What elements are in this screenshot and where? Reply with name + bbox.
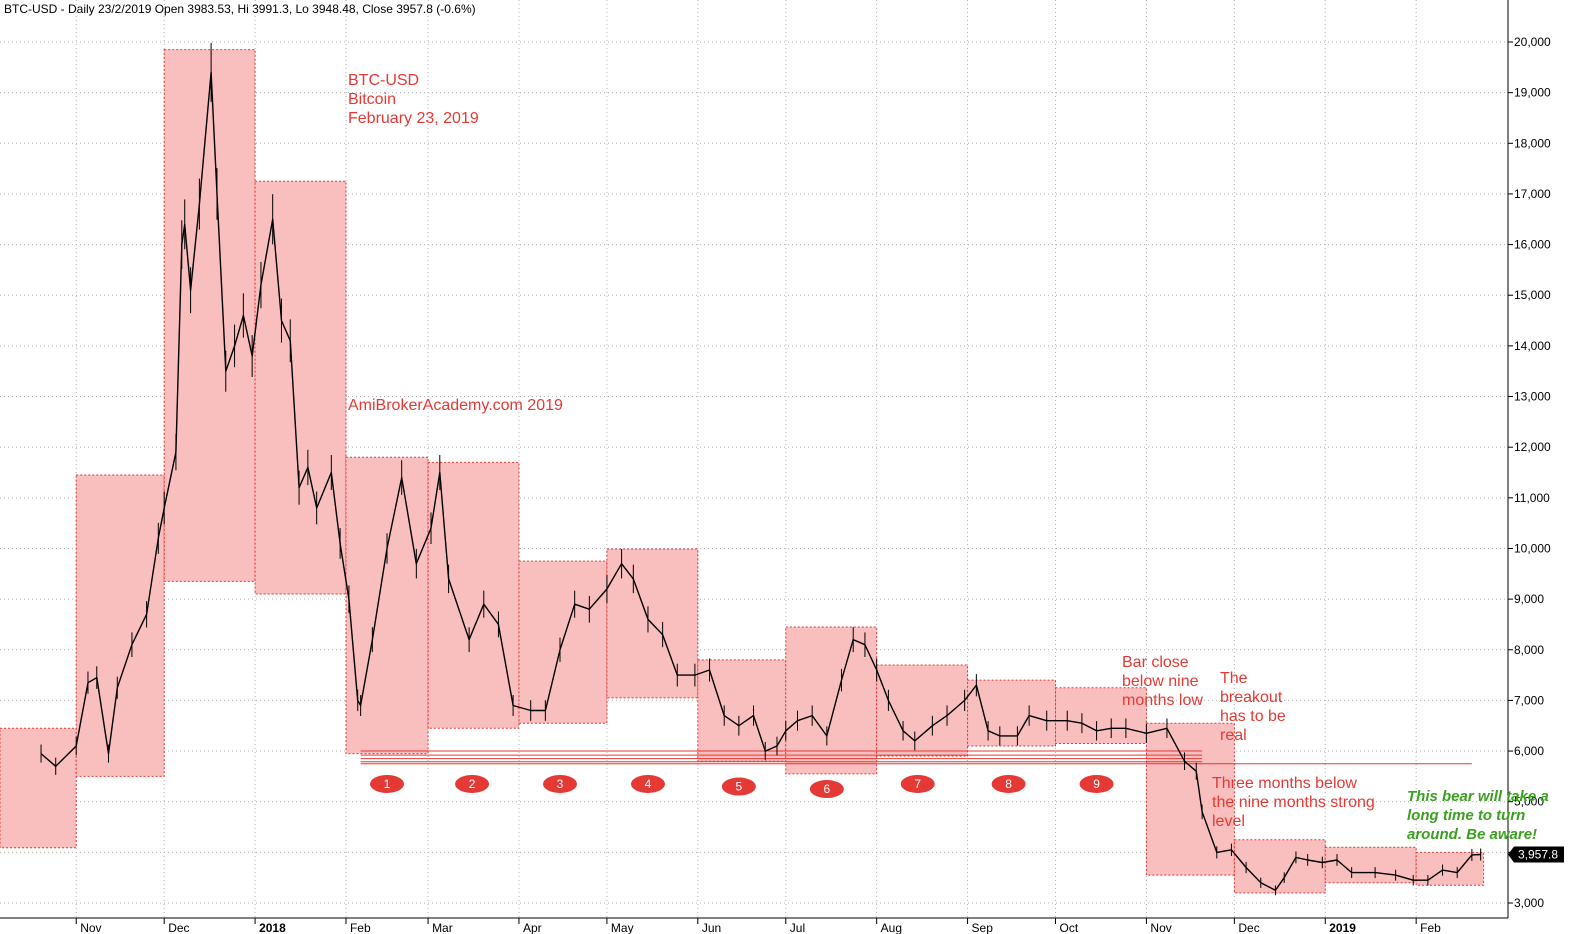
bar-close-line-3: months low (1122, 692, 1203, 709)
bear-line-3: around. Be aware! (1407, 826, 1537, 843)
marker-4 (630, 774, 665, 793)
y-tick-labels: 20,000 19,000 18,000 17,000 16,000 15,000 14,0… (1508, 35, 1551, 910)
month-range-zone (967, 679, 1057, 747)
y-tick-label: 11,000 (1514, 491, 1550, 505)
x-tick-label: Nov (80, 921, 101, 934)
x-tick-label: Mar (432, 921, 453, 934)
x-tick-label: 2019 (1329, 921, 1356, 934)
x-tick-label: Jul (790, 921, 805, 934)
last-close-value: 3,957.8 (1518, 847, 1558, 861)
month-range-zone (163, 49, 256, 582)
marker-label-8: 8 (1005, 777, 1012, 791)
month-range-zone (785, 626, 878, 775)
y-tick-label: 14,000 (1514, 339, 1551, 353)
x-tick-label: Oct (1060, 921, 1079, 934)
y-tick-label: 16,000 (1514, 238, 1551, 252)
axes (0, 0, 1509, 919)
y-tick-label: 12,000 (1514, 440, 1551, 454)
last-close-tag-shape (1508, 846, 1564, 863)
bear-line-1: This bear will take a (1407, 788, 1549, 805)
breakout-line-1: The (1220, 670, 1248, 687)
y-tick-label: 6,000 (1514, 744, 1544, 758)
price-series (40, 42, 1482, 896)
breakout-line-2: breakout (1220, 689, 1283, 706)
y-tick-label: 7,000 (1514, 693, 1544, 707)
marker-label-7: 7 (914, 777, 921, 791)
breakout-note: The breakout has to be real (1220, 670, 1286, 744)
y-tick-label: 10,000 (1514, 541, 1551, 555)
month-count-markers: 1 2 3 4 5 6 7 8 9 (370, 774, 1114, 799)
monthly-range-zones (0, 49, 1485, 894)
marker-label-4: 4 (645, 777, 652, 791)
marker-6 (809, 780, 844, 799)
month-range-zone (345, 456, 429, 755)
marker-label-1: 1 (384, 777, 391, 791)
y-tick-label: 5,000 (1514, 795, 1544, 809)
y-tick-label: 13,000 (1514, 390, 1551, 404)
three-months-line-2: the nine months strong (1212, 794, 1375, 811)
breakout-line-3: has to be (1220, 708, 1286, 725)
title-line-1: BTC-USD (348, 72, 419, 89)
bar-close-note: Bar close below nine months low (1122, 654, 1203, 709)
marker-3 (543, 774, 578, 793)
month-range-zone (0, 727, 77, 849)
title-annotation: BTC-USD Bitcoin February 23, 2019 (348, 72, 479, 127)
x-tick-label: Nov (1150, 921, 1171, 934)
month-range-zone (697, 659, 787, 762)
month-range-zone (1055, 687, 1147, 744)
bear-line-2: long time to turn (1407, 807, 1525, 824)
watermark: AmiBrokerAcademy.com 2019 (348, 397, 563, 414)
y-tick-label: 9,000 (1514, 592, 1544, 606)
title-line-2: Bitcoin (348, 91, 396, 108)
chart-header: BTC-USD - Daily 23/2/2019 Open 3983.53, … (4, 2, 476, 16)
three-months-line-1: Three months below (1212, 775, 1357, 792)
x-tick-label: Aug (881, 921, 902, 934)
support-lines (360, 750, 1472, 765)
marker-7 (900, 774, 935, 793)
marker-5 (721, 777, 756, 796)
y-tick-label: 18,000 (1514, 136, 1551, 150)
marker-label-5: 5 (736, 780, 743, 794)
x-tick-label: Jun (702, 921, 721, 934)
title-line-3: February 23, 2019 (348, 110, 479, 127)
price-line (40, 71, 1481, 891)
bar-close-line-1: Bar close (1122, 654, 1189, 671)
marker-label-6: 6 (823, 782, 830, 796)
marker-8 (991, 774, 1026, 793)
y-tick-label: 8,000 (1514, 643, 1544, 657)
x-tick-label: Feb (1420, 921, 1441, 934)
month-range-zone (254, 180, 347, 595)
x-tick-label: 2018 (259, 921, 286, 934)
x-tick-label: Apr (523, 921, 542, 934)
y-tick-label: 19,000 (1514, 86, 1551, 100)
x-tick-label: May (611, 921, 634, 934)
marker-label-3: 3 (557, 777, 564, 791)
month-range-zone (1145, 722, 1235, 876)
bear-warning-note: This bear will take a long time to turn … (1407, 788, 1549, 843)
x-tick-label: Dec (168, 921, 189, 934)
marker-label-2: 2 (469, 777, 476, 791)
y-tick-label: 20,000 (1514, 35, 1551, 49)
bar-close-line-2: below nine (1122, 673, 1199, 690)
three-months-note: Three months below the nine months stron… (1212, 775, 1375, 830)
marker-label-9: 9 (1093, 777, 1100, 791)
month-range-zone (75, 474, 165, 777)
marker-1 (370, 774, 405, 793)
x-tick-label: Sep (972, 921, 994, 934)
x-tick-labels: Nov Dec 2018 Feb Mar Apr May Jun Jul Aug Sep Oct Nov… (75, 918, 1441, 934)
y-tick-label: 15,000 (1514, 288, 1551, 302)
y-tick-label: 3,000 (1514, 896, 1544, 910)
x-tick-label: Feb (350, 921, 371, 934)
breakout-line-4: real (1220, 727, 1247, 744)
last-close-tag: 3,957.8 (1508, 846, 1564, 863)
marker-9 (1079, 774, 1114, 793)
x-tick-label: Dec (1238, 921, 1259, 934)
marker-2 (455, 774, 490, 793)
three-months-line-3: level (1212, 813, 1245, 830)
y-tick-label: 17,000 (1514, 187, 1551, 201)
